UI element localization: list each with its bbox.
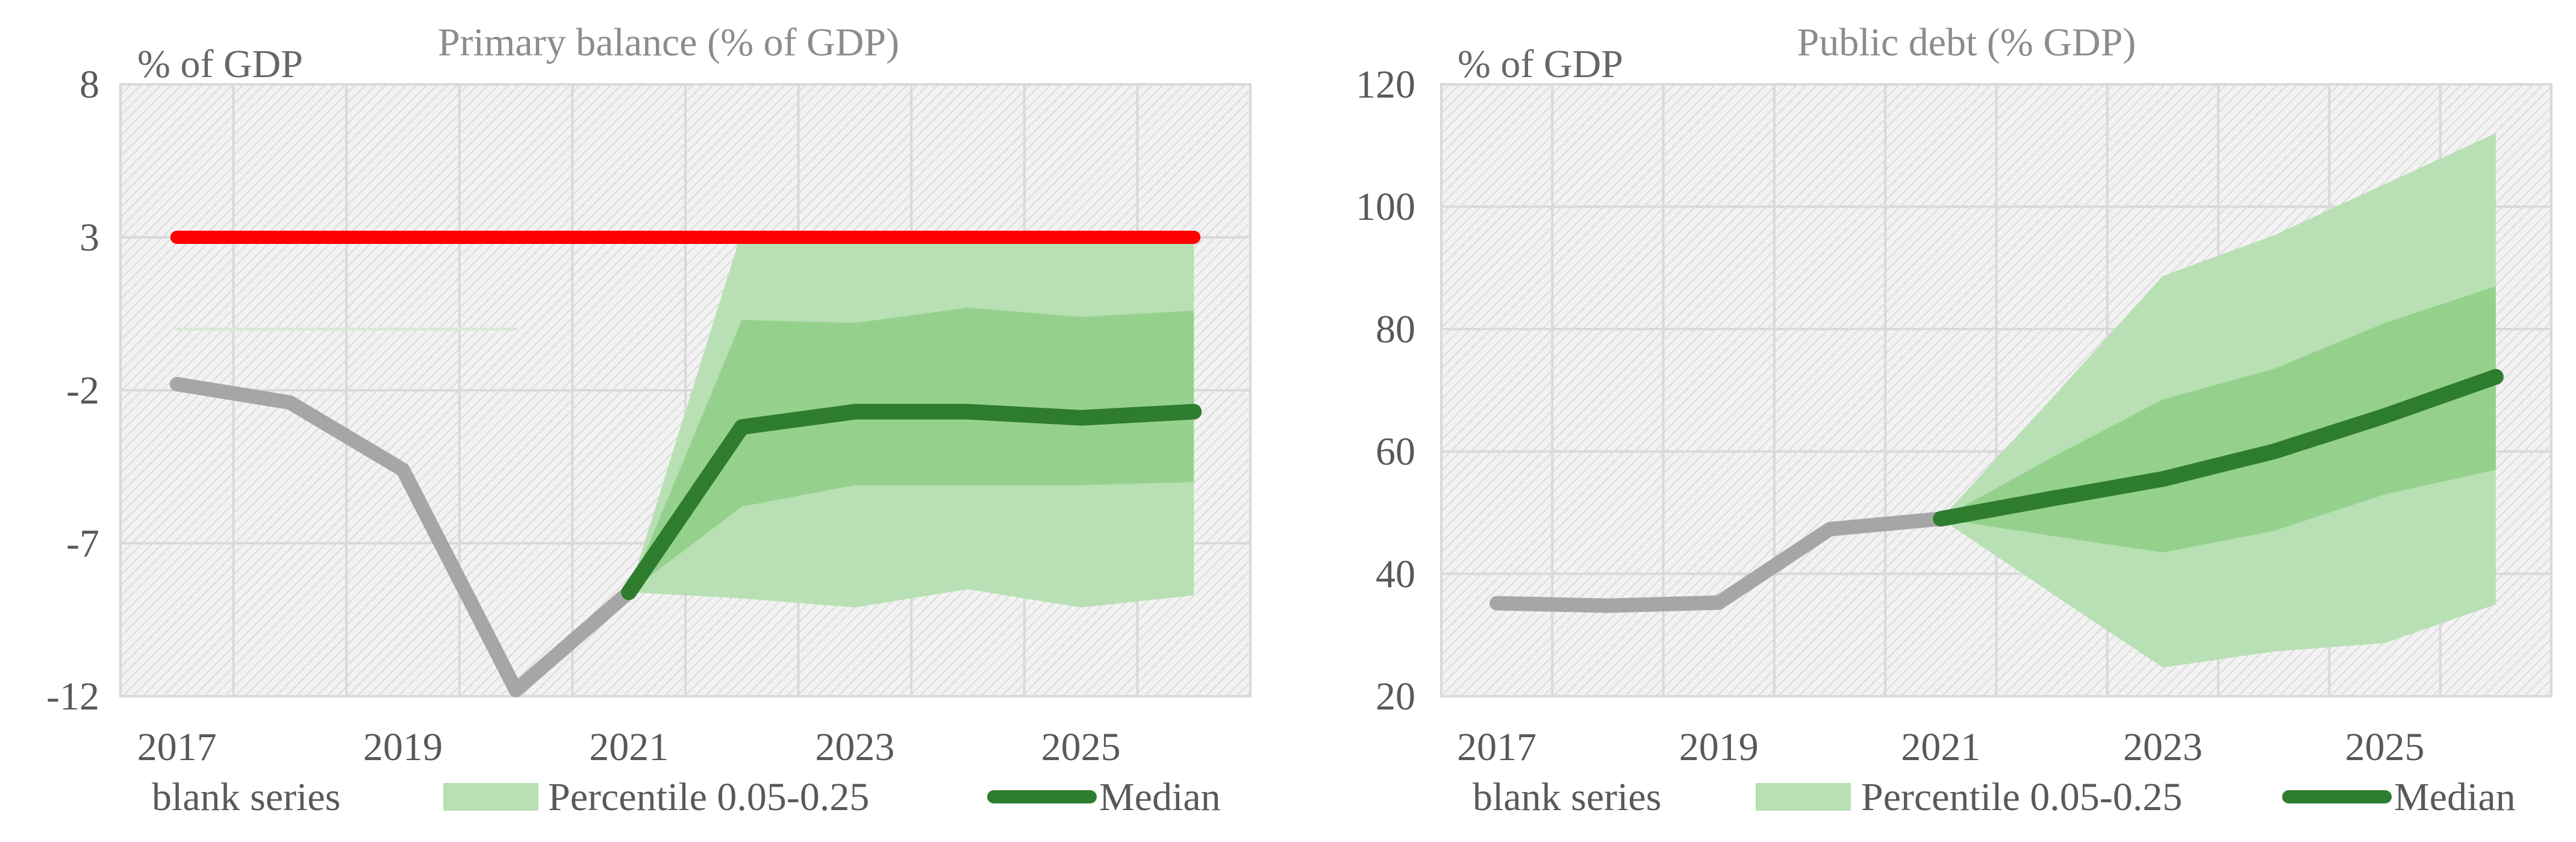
series-history-line [1489, 511, 1948, 613]
x-tick-label: 2021 [589, 725, 669, 769]
x-axis-ticks: 2017 2019 2021 2023 2025 [137, 725, 1121, 769]
series-lines [169, 231, 1202, 697]
legend-label-percentile: Percentile 0.05-0.25 [1861, 775, 2182, 819]
x-tick-label: 2017 [1457, 725, 1536, 769]
legend-label-percentile: Percentile 0.05-0.25 [548, 775, 869, 819]
x-tick-label: 2019 [363, 725, 443, 769]
series-median-line [621, 404, 1202, 600]
chart-title: Primary balance (% of GDP) [438, 20, 899, 64]
unit-label: % of GDP [1458, 42, 1623, 86]
x-tick-label: 2017 [137, 725, 217, 769]
y-tick-label: 60 [1376, 430, 1415, 474]
x-tick-label: 2021 [1901, 725, 1980, 769]
x-tick-label: 2019 [1679, 725, 1759, 769]
y-tick-label: 8 [80, 63, 99, 107]
public-debt-chart: Public debt (% GDP) % of GDP 120 100 80 60 4… [1356, 20, 2553, 819]
series-median-line [1933, 369, 2504, 527]
y-tick-label: 20 [1376, 675, 1415, 719]
y-tick-label: 3 [80, 216, 99, 260]
legend-label-median: Median [2394, 775, 2516, 819]
x-tick-label: 2025 [1041, 725, 1121, 769]
legend-swatch-percentile [443, 783, 538, 811]
legend-swatch-percentile [1756, 783, 1851, 811]
unit-label: % of GDP [137, 42, 303, 86]
series-history-line [169, 376, 637, 697]
legend: blank series Percentile 0.05-0.25 Median [1473, 775, 2516, 819]
x-tick-label: 2023 [2123, 725, 2203, 769]
legend-label-median: Median [1099, 775, 1221, 819]
y-tick-label: 100 [1356, 185, 1415, 229]
y-tick-label: 40 [1376, 552, 1415, 596]
y-axis-ticks: 8 3 -2 -7 -12 [46, 63, 99, 719]
legend: blank series Percentile 0.05-0.25 Median [152, 775, 1221, 819]
y-tick-label: 120 [1356, 63, 1415, 107]
primary-balance-chart: Primary balance (% of GDP) % of GDP 8 3 -2… [46, 20, 1252, 819]
y-tick-label: -7 [66, 522, 99, 566]
y-tick-label: -12 [46, 675, 99, 719]
x-tick-label: 2025 [2345, 725, 2425, 769]
series-lines [1489, 369, 2504, 613]
y-tick-label: -2 [66, 369, 99, 413]
y-tick-label: 80 [1376, 307, 1415, 351]
legend-label-blank-series: blank series [1473, 775, 1661, 819]
legend-label-blank-series: blank series [152, 775, 340, 819]
band-inner [629, 307, 1194, 593]
y-axis-ticks: 120 100 80 60 40 20 [1356, 63, 1415, 719]
x-tick-label: 2023 [815, 725, 894, 769]
chart-title: Public debt (% GDP) [1797, 20, 2136, 64]
x-axis-ticks: 2017 2019 2021 2023 2025 [1457, 725, 2424, 769]
